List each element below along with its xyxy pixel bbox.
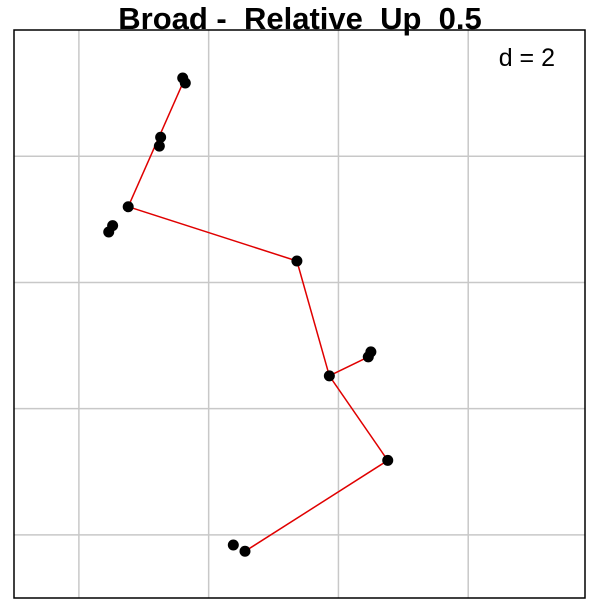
edge-line [296, 260, 331, 377]
data-point [155, 131, 167, 143]
chart-title: Broad - Relative Up 0.5 [118, 1, 482, 36]
data-point [153, 140, 165, 152]
data-point [382, 454, 394, 466]
data-point [103, 226, 115, 238]
edge-line [244, 459, 389, 552]
data-point [362, 351, 374, 363]
edge-line [329, 356, 369, 377]
points [103, 72, 394, 557]
plot-background [14, 30, 585, 598]
data-point [239, 545, 251, 557]
grid [14, 30, 585, 598]
edge-line [328, 375, 389, 461]
edge-line [127, 205, 298, 262]
d-annotation: d = 2 [499, 44, 555, 72]
data-point [323, 370, 335, 382]
plot-frame [13, 29, 586, 599]
data-point [122, 201, 134, 213]
data-point [291, 255, 303, 267]
data-point [179, 77, 191, 89]
data-point [227, 539, 239, 551]
